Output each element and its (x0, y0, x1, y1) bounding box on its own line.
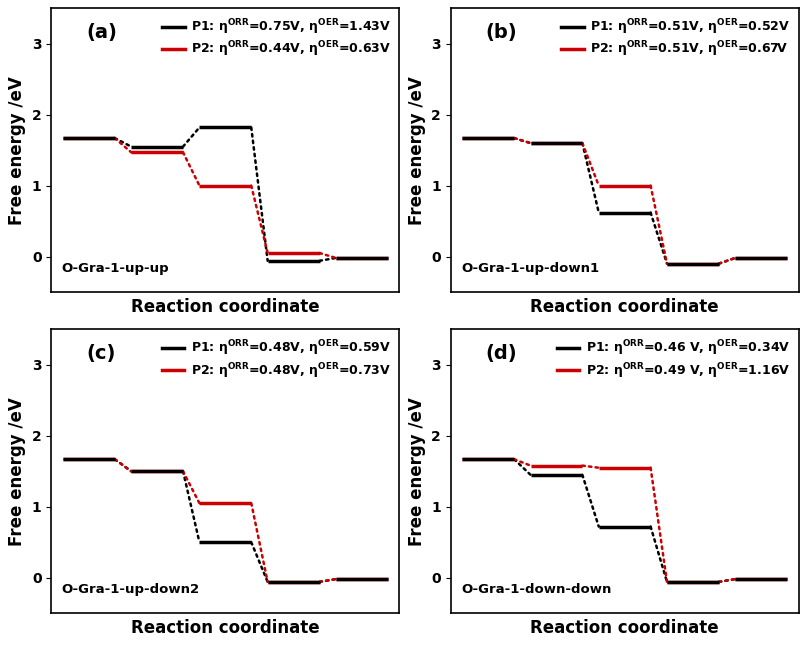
Legend: P1: $\mathbf{\eta^{ORR}}$=0.48V, $\mathbf{\eta^{OER}}$=0.59V, P2: $\mathbf{\eta^: P1: $\mathbf{\eta^{ORR}}$=0.48V, $\mathb… (159, 335, 393, 383)
X-axis label: Reaction coordinate: Reaction coordinate (131, 297, 320, 315)
Text: (d): (d) (486, 344, 517, 362)
Y-axis label: Free energy /eV: Free energy /eV (8, 397, 27, 546)
Y-axis label: Free energy /eV: Free energy /eV (8, 76, 27, 224)
X-axis label: Reaction coordinate: Reaction coordinate (530, 297, 719, 315)
Text: O-Gra-1-up-up: O-Gra-1-up-up (62, 262, 169, 275)
Legend: P1: $\mathbf{\eta^{ORR}}$=0.75V, $\mathbf{\eta^{OER}}$=1.43V, P2: $\mathbf{\eta^: P1: $\mathbf{\eta^{ORR}}$=0.75V, $\mathb… (160, 15, 393, 62)
Text: (a): (a) (86, 23, 117, 41)
Legend: P1: $\mathbf{\eta^{ORR}}$=0.51V, $\mathbf{\eta^{OER}}$=0.52V, P2: $\mathbf{\eta^: P1: $\mathbf{\eta^{ORR}}$=0.51V, $\mathb… (558, 15, 792, 62)
Y-axis label: Free energy /eV: Free energy /eV (408, 397, 425, 546)
X-axis label: Reaction coordinate: Reaction coordinate (530, 619, 719, 637)
Text: O-Gra-1-down-down: O-Gra-1-down-down (461, 583, 612, 596)
Text: (b): (b) (486, 23, 517, 41)
Legend: P1: $\mathbf{\eta^{ORR}}$=0.46 V, $\mathbf{\eta^{OER}}$=0.34V, P2: $\mathbf{\eta: P1: $\mathbf{\eta^{ORR}}$=0.46 V, $\math… (554, 335, 792, 383)
Y-axis label: Free energy /eV: Free energy /eV (408, 76, 425, 224)
X-axis label: Reaction coordinate: Reaction coordinate (131, 619, 320, 637)
Text: (c): (c) (86, 344, 115, 362)
Text: O-Gra-1-up-down1: O-Gra-1-up-down1 (461, 262, 600, 275)
Text: O-Gra-1-up-down2: O-Gra-1-up-down2 (62, 583, 200, 596)
